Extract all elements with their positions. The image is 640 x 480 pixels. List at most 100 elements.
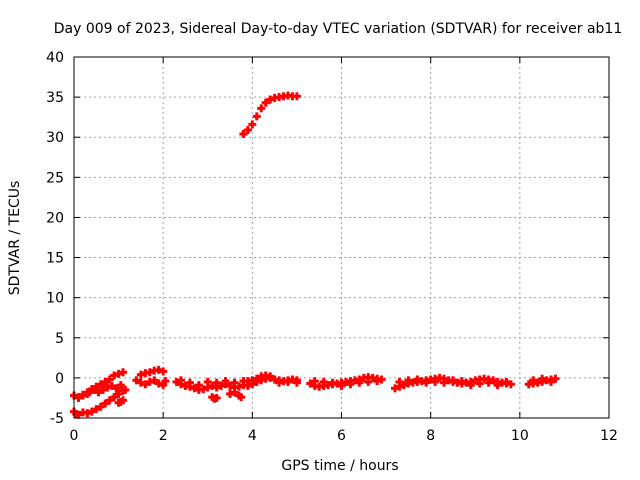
data-point	[252, 112, 261, 121]
axis-ticks: 0 2 4 6 8 10 12 -5 0 5 10 15 20 25 30 35 40	[46, 50, 618, 444]
data-point	[404, 376, 413, 385]
data-point	[101, 399, 110, 408]
data-point	[319, 377, 328, 386]
data-point	[114, 389, 123, 398]
data-point	[172, 377, 181, 386]
data-point	[90, 385, 99, 394]
data-point	[98, 385, 107, 394]
data-point	[551, 374, 560, 383]
data-point	[243, 126, 252, 135]
data-point	[230, 388, 239, 397]
plot-frame	[73, 56, 610, 419]
data-point	[154, 365, 163, 374]
data-point	[502, 377, 511, 386]
data-point	[92, 405, 101, 414]
data-point	[529, 376, 538, 385]
data-point	[248, 120, 257, 129]
data-point	[493, 381, 502, 390]
data-point	[159, 367, 168, 376]
data-point	[161, 377, 170, 386]
data-point	[328, 378, 337, 387]
data-point	[116, 381, 125, 390]
data-point	[261, 98, 270, 107]
data-point	[74, 393, 83, 402]
data-point	[141, 380, 150, 389]
data-point	[112, 384, 121, 393]
data-point	[185, 378, 194, 387]
data-point	[431, 377, 440, 386]
data-point	[105, 375, 114, 384]
x-tick-label: 6	[337, 428, 346, 444]
y-tick-label: 10	[46, 291, 64, 307]
data-point	[226, 389, 235, 398]
data-point	[457, 377, 466, 386]
data-point	[212, 378, 221, 387]
data-point	[448, 376, 457, 385]
data-point	[110, 393, 119, 402]
data-point	[94, 388, 103, 397]
data-point	[190, 384, 199, 393]
data-point	[337, 381, 346, 390]
data-point	[275, 378, 284, 387]
y-tick-label: 25	[46, 170, 64, 186]
x-tick-label: 0	[70, 428, 79, 444]
x-tick-label: 10	[511, 428, 529, 444]
data-point	[310, 377, 319, 386]
data-point	[136, 370, 145, 379]
data-point	[373, 377, 382, 386]
data-point	[489, 376, 498, 385]
data-point	[85, 388, 94, 397]
data-point	[74, 410, 83, 419]
data-point	[121, 385, 130, 394]
data-point	[217, 381, 226, 390]
data-point	[475, 379, 484, 388]
data-point	[377, 375, 386, 384]
data-point	[399, 381, 408, 390]
y-tick-label: 15	[46, 251, 64, 267]
data-point	[78, 391, 87, 400]
y-tick-label: 30	[46, 130, 64, 146]
x-tick-label: 2	[159, 428, 168, 444]
data-point	[538, 374, 547, 383]
data-point	[364, 377, 373, 386]
data-point	[306, 379, 315, 388]
data-point	[422, 378, 431, 387]
y-axis-label: SDTVAR / TECUs	[7, 181, 23, 296]
data-point	[87, 407, 96, 416]
data-points	[70, 91, 560, 419]
data-point	[234, 382, 243, 391]
data-point	[83, 409, 92, 418]
data-point	[132, 376, 141, 385]
data-point	[230, 378, 239, 387]
data-point	[239, 130, 248, 139]
data-point	[199, 385, 208, 394]
data-point	[114, 369, 123, 378]
data-point	[484, 378, 493, 387]
data-point	[292, 378, 301, 387]
data-point	[466, 381, 475, 390]
data-point	[292, 92, 301, 101]
data-point	[440, 378, 449, 387]
data-point	[194, 381, 203, 390]
data-point	[346, 380, 355, 389]
y-tick-label: -5	[50, 411, 64, 427]
data-point	[145, 377, 154, 386]
data-point	[257, 104, 266, 113]
data-point	[119, 396, 128, 405]
data-point	[284, 377, 292, 386]
data-point	[208, 381, 217, 390]
data-point	[145, 368, 154, 377]
data-point	[413, 375, 422, 384]
data-point	[136, 378, 145, 387]
data-point	[547, 377, 556, 386]
data-point	[252, 374, 261, 383]
data-point	[355, 378, 364, 387]
data-point	[119, 368, 128, 377]
data-point	[177, 376, 185, 385]
y-tick-label: 0	[55, 371, 64, 387]
data-point	[96, 402, 105, 411]
data-point	[248, 376, 257, 385]
data-point	[110, 371, 119, 380]
data-point	[226, 381, 235, 390]
x-tick-label: 4	[248, 428, 257, 444]
